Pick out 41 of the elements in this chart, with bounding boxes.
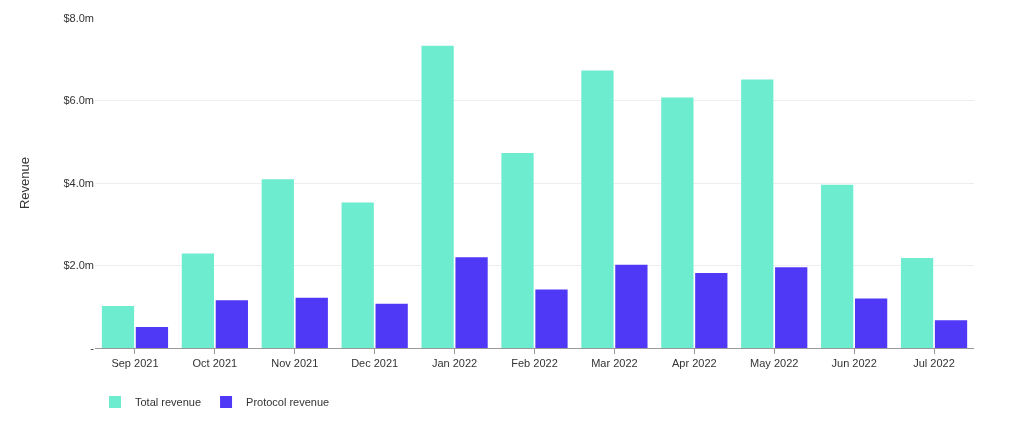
- y-tick-label: $8.0m: [63, 11, 94, 24]
- bar: [135, 326, 169, 348]
- y-tick-label: $2.0m: [63, 259, 94, 272]
- bar: [215, 300, 248, 348]
- bar: [581, 70, 614, 348]
- bar: [741, 79, 774, 348]
- bar: [695, 272, 728, 348]
- bar: [934, 320, 968, 348]
- x-tick-label: May 2022: [750, 357, 799, 370]
- bar: [900, 258, 934, 348]
- x-tick-label: Sep 2021: [111, 357, 159, 370]
- legend-label: Total revenue: [135, 396, 202, 409]
- x-tick-label: Feb 2022: [511, 357, 558, 370]
- bar: [295, 297, 328, 348]
- x-tick-label: Nov 2021: [271, 357, 319, 370]
- bar: [854, 298, 888, 348]
- bar: [101, 305, 135, 348]
- bar: [341, 202, 374, 348]
- x-tick-label: Jan 2022: [431, 357, 478, 370]
- x-tick-label: Dec 2021: [351, 357, 399, 370]
- bar: [181, 253, 215, 348]
- bar: [375, 303, 408, 348]
- y-axis-title: Revenue: [17, 156, 33, 210]
- bar: [775, 267, 808, 348]
- y-tick-label: $4.0m: [63, 176, 94, 189]
- bar: [615, 264, 648, 348]
- legend-label: Protocol revenue: [246, 396, 330, 409]
- bar: [455, 257, 488, 348]
- bar: [821, 184, 854, 348]
- x-tick-label: Jul 2022: [913, 357, 955, 370]
- bar: [661, 97, 694, 348]
- x-tick-label: Jun 2022: [831, 357, 877, 370]
- bar: [421, 45, 454, 348]
- bar: [501, 152, 534, 348]
- bar: [261, 179, 294, 348]
- x-tick-label: Apr 2022: [671, 357, 717, 370]
- y-tick-label: -: [90, 341, 95, 354]
- x-tick-label: Oct 2021: [192, 357, 238, 370]
- x-tick-label: Mar 2022: [591, 357, 638, 370]
- y-tick-label: $6.0m: [63, 94, 94, 107]
- bar: [535, 289, 568, 348]
